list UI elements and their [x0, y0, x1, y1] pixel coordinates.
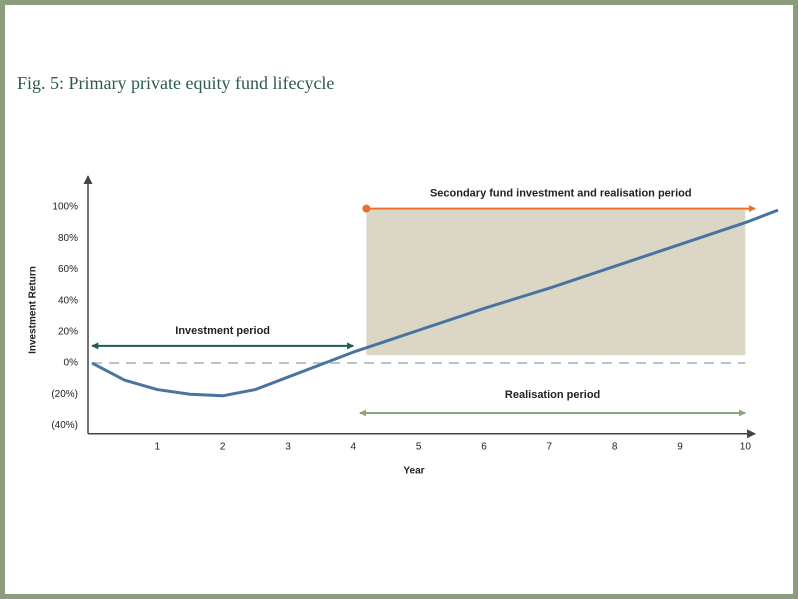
y-tick-label: (40%)	[51, 420, 78, 431]
y-axis-label: Investment Return	[28, 266, 39, 354]
y-tick-label: (20%)	[51, 389, 78, 400]
x-axis-label: Year	[403, 466, 424, 477]
figure-title: Fig. 5: Primary private equity fund life…	[17, 73, 335, 93]
x-tick-label: 3	[285, 441, 291, 452]
x-tick-label: 2	[220, 441, 226, 452]
x-tick-label: 7	[547, 441, 553, 452]
x-tick-label: 8	[612, 441, 618, 452]
annotation-label: Investment period	[175, 325, 270, 337]
annotation-label: Realisation period	[505, 389, 600, 401]
y-tick-label: 60%	[58, 264, 78, 275]
x-tick-label: 5	[416, 441, 422, 452]
x-tick-label: 4	[351, 441, 357, 452]
annotation-label: Secondary fund investment and realisatio…	[430, 187, 692, 199]
x-tick-label: 9	[677, 441, 683, 452]
y-tick-label: 20%	[58, 326, 78, 337]
x-tick-label: 1	[155, 441, 161, 452]
x-tick-label: 6	[481, 441, 487, 452]
data-line	[91, 208, 779, 398]
shaded-region	[366, 208, 746, 356]
x-tick-label: 10	[740, 441, 752, 452]
y-tick-label: 40%	[58, 295, 78, 306]
y-tick-label: 100%	[52, 202, 78, 213]
y-tick-label: 0%	[64, 358, 79, 369]
y-tick-label: 80%	[58, 233, 78, 244]
